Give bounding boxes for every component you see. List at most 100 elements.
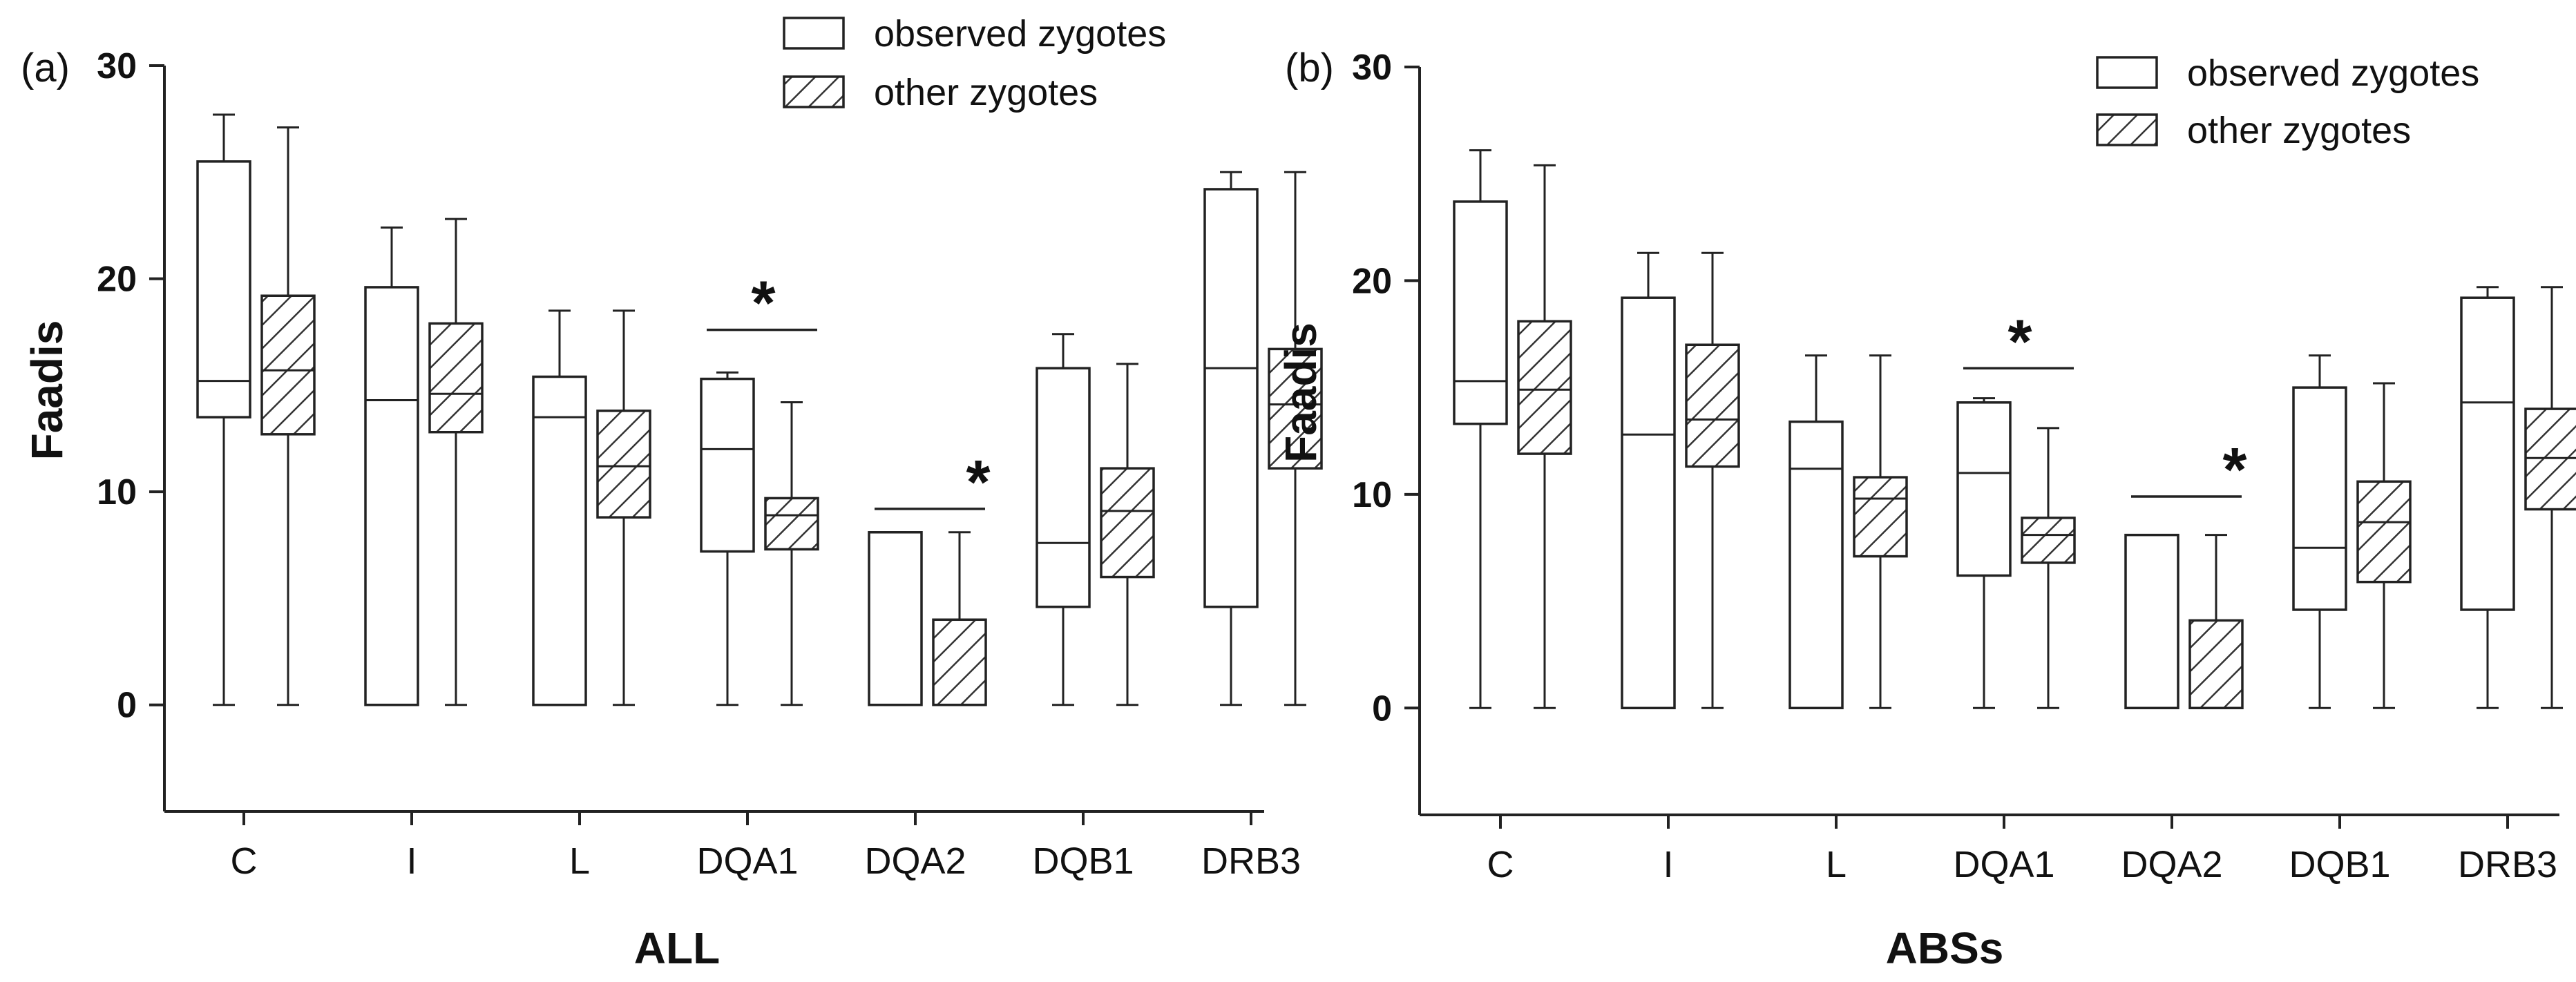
box-iqr <box>2188 619 2244 710</box>
y-tick-label: 30 <box>1352 48 1392 88</box>
observed-box-dqa2 <box>868 531 923 706</box>
category-label-dqa1: DQA1 <box>696 840 798 882</box>
observed-box-i <box>1621 251 1676 710</box>
panel-label: (a) <box>21 46 70 90</box>
significance-star: * <box>2007 307 2032 376</box>
legend: observed zygotes other zygotes <box>2096 52 2479 151</box>
other-box-dqb1 <box>1100 363 1155 706</box>
box-iqr <box>1100 467 1155 579</box>
significance-star: * <box>2222 436 2246 505</box>
legend-swatch-other <box>2096 113 2158 146</box>
y-tick-label: 10 <box>97 472 137 512</box>
category-label-dqa1: DQA1 <box>1953 844 2054 885</box>
y-tick-label: 0 <box>117 686 137 726</box>
observed-box-c <box>1453 149 1508 709</box>
box-iqr <box>868 531 923 706</box>
box-iqr <box>1268 347 1323 470</box>
observed-box-dqa1 <box>700 371 755 706</box>
observed-box-l <box>532 309 587 706</box>
category-label-i: I <box>1663 844 1673 885</box>
y-tick-label: 0 <box>1372 689 1392 729</box>
other-box-drb3 <box>2524 286 2576 709</box>
box-iqr <box>596 410 651 519</box>
other-box-dqb1 <box>2356 382 2412 709</box>
y-tick-label: 20 <box>97 260 137 300</box>
box-iqr <box>1853 476 1908 558</box>
box-iqr <box>700 377 755 553</box>
box-iqr <box>2524 407 2576 511</box>
other-box-c <box>260 126 316 706</box>
observed-box-drb3 <box>2460 286 2515 709</box>
category-label-drb3: DRB3 <box>1201 840 1301 882</box>
y-axis-title: Faadis <box>1276 322 1326 463</box>
panel-a: 0 10 20 30 C I L DQA1 DQA2 DQB1 DRB3 * * (a) Faadis ALL… <box>21 13 1323 973</box>
box-iqr <box>1685 343 1740 468</box>
legend: observed zygotes other zygotes <box>783 13 1166 113</box>
observed-box-i <box>364 227 419 706</box>
box-iqr <box>2292 386 2347 611</box>
legend-swatch-observed <box>2096 56 2158 89</box>
legend-label-other: other zygotes <box>2187 110 2411 151</box>
box-iqr <box>260 294 316 436</box>
box-iqr <box>1203 188 1259 608</box>
significance-star: * <box>966 448 990 517</box>
other-box-dqa2 <box>2188 534 2244 710</box>
box-iqr <box>196 160 251 418</box>
box-iqr <box>764 497 819 551</box>
other-box-dqa2 <box>932 531 987 706</box>
box-iqr <box>428 322 484 434</box>
category-label-l: L <box>1826 844 1847 885</box>
legend-swatch-other <box>783 75 845 108</box>
other-box-drb3 <box>1268 171 1323 706</box>
observed-box-dqa1 <box>1956 397 2012 709</box>
y-axis-title: Faadis <box>22 320 72 461</box>
x-axis-title: ALL <box>634 923 720 973</box>
observed-box-dqb1 <box>2292 354 2347 709</box>
box-iqr <box>1453 200 1508 425</box>
other-box-dqa1 <box>764 401 819 706</box>
observed-box-dqa2 <box>2124 533 2179 710</box>
box-iqr <box>364 286 419 706</box>
category-label-dqb1: DQB1 <box>1032 840 1134 882</box>
category-label-l: L <box>569 840 590 882</box>
box-iqr <box>1517 320 1572 455</box>
category-label-c: C <box>1487 844 1514 885</box>
box-iqr <box>2460 296 2515 611</box>
other-box-dqa1 <box>2021 427 2076 709</box>
y-tick-label: 30 <box>97 46 137 86</box>
box-iqr <box>532 375 587 706</box>
category-label-drb3: DRB3 <box>2458 844 2557 885</box>
category-label-dqa2: DQA2 <box>2121 844 2222 885</box>
legend-label-observed: observed zygotes <box>874 13 1166 55</box>
y-tick-label: 10 <box>1352 475 1392 515</box>
observed-box-c <box>196 113 251 706</box>
box-iqr <box>932 618 987 706</box>
category-label-dqb1: DQB1 <box>2289 844 2390 885</box>
box-iqr <box>1788 420 1844 710</box>
category-label-dqa2: DQA2 <box>864 840 966 882</box>
legend-swatch-observed <box>783 17 845 50</box>
observed-box-dqb1 <box>1036 333 1091 706</box>
box-iqr <box>2356 480 2412 584</box>
x-axis-title: ABSs <box>1886 923 2004 973</box>
box-iqr <box>2021 517 2076 564</box>
box-iqr <box>1956 401 2012 577</box>
observed-box-l <box>1788 354 1844 710</box>
observed-box-drb3 <box>1203 171 1259 706</box>
panel-label: (b) <box>1285 46 1334 90</box>
legend-label-observed: observed zygotes <box>2187 52 2479 94</box>
legend-label-other: other zygotes <box>874 72 1098 113</box>
category-label-c: C <box>231 840 258 882</box>
other-box-c <box>1517 164 1572 709</box>
other-box-l <box>596 309 651 706</box>
other-box-i <box>428 218 484 706</box>
significance-star: * <box>751 269 775 338</box>
panel-b: 0 10 20 30 C I L DQA1 DQA2 DQB1 DRB3 * * (b) Faadis ABS… <box>1276 46 2576 973</box>
box-iqr <box>1036 367 1091 608</box>
category-label-i: I <box>406 840 417 882</box>
box-iqr <box>2124 533 2179 710</box>
other-box-i <box>1685 251 1740 709</box>
other-box-l <box>1853 354 1908 709</box>
